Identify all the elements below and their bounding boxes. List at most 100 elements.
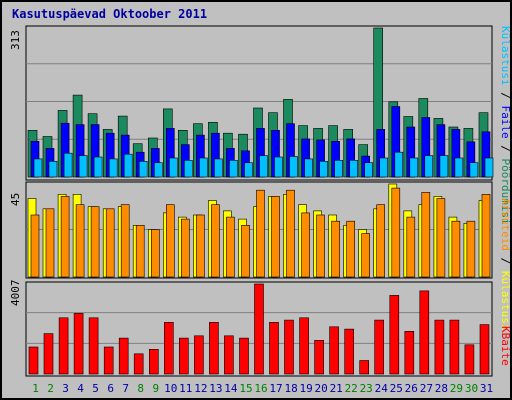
chart-title: Kasutuspäevad Oktoober 2011: [12, 7, 207, 21]
bar-kbaite-day-22: [344, 328, 355, 375]
legend-entry-külastusi: Külastusi: [499, 271, 510, 331]
bar-kbaite-day-30: [464, 344, 475, 375]
legend-entry-pöördumisi: Pöördumisi: [499, 158, 510, 224]
legend-separator: /: [499, 86, 510, 106]
day-label-7: 7: [122, 382, 129, 395]
bar-arvuteid-day-30: [466, 220, 476, 278]
legend-entry-arvuteid: Arvuteid: [499, 198, 510, 251]
bar-arvuteid-day-26: [406, 216, 416, 278]
legend-separator: /: [499, 251, 510, 271]
bar-külastusi-day-24: [379, 157, 389, 178]
bar-külastusi-day-28: [439, 155, 449, 178]
bar-külastusi-day-20: [319, 161, 328, 178]
bar-kbaite-day-4: [73, 313, 84, 375]
bar-külastusi-day-2: [48, 161, 58, 178]
day-label-28: 28: [435, 382, 448, 395]
bar-külastusi-day-15: [244, 162, 253, 178]
day-label-15: 15: [239, 382, 252, 395]
day-label-21: 21: [330, 382, 343, 395]
day-label-2: 2: [47, 382, 54, 395]
bar-külastusi-day-16: [259, 155, 268, 178]
bar-arvuteid-day-4: [75, 204, 85, 278]
bar-külastusi-day-3: [63, 152, 73, 178]
legend-entry-külastusi: Külastusi: [499, 26, 510, 86]
day-label-27: 27: [420, 382, 433, 395]
day-label-16: 16: [254, 382, 267, 395]
day-label-30: 30: [465, 382, 478, 395]
bar-kbaite-day-5: [88, 317, 99, 375]
day-label-18: 18: [284, 382, 297, 395]
day-label-24: 24: [375, 382, 389, 395]
bar-külastusi-day-17: [274, 156, 283, 178]
bar-külastusi-day-10: [169, 157, 178, 178]
bar-külastusi-day-26: [409, 157, 419, 178]
bar-kbaite-day-7: [118, 337, 129, 375]
bar-kbaite-day-16: [254, 283, 264, 375]
bar-kbaite-day-14: [224, 335, 234, 375]
day-label-22: 22: [345, 382, 358, 395]
bar-külastusi-day-27: [424, 155, 434, 178]
bar-kbaite-day-28: [434, 319, 445, 375]
bar-arvuteid-day-19: [301, 212, 310, 278]
day-label-3: 3: [62, 382, 69, 395]
bar-kbaite-day-19: [299, 317, 309, 375]
bar-külastusi-day-13: [214, 158, 223, 178]
bar-kbaite-day-31: [479, 324, 490, 375]
legend-3: KBaite: [499, 326, 510, 366]
bar-kbaite-day-1: [28, 346, 39, 375]
day-label-19: 19: [299, 382, 312, 395]
bar-kbaite-day-10: [164, 321, 174, 375]
bar-arvuteid-day-31: [481, 194, 491, 278]
bar-arvuteid-day-25: [391, 187, 401, 278]
bar-arvuteid-day-6: [105, 208, 115, 278]
bar-kbaite-day-15: [239, 337, 249, 375]
bar-külastusi-day-1: [33, 158, 43, 178]
bar-arvuteid-day-2: [45, 208, 55, 278]
day-label-12: 12: [194, 382, 207, 395]
bar-kbaite-day-12: [194, 335, 204, 375]
legend-entry-faile: Faile: [499, 105, 510, 138]
bar-arvuteid-day-1: [30, 214, 40, 278]
bar-kbaite-day-21: [329, 326, 339, 375]
day-label-25: 25: [390, 382, 403, 395]
day-label-4: 4: [77, 382, 84, 395]
bar-kbaite-day-20: [314, 339, 324, 375]
bar-külastusi-day-12: [199, 157, 208, 178]
bar-kbaite-day-2: [43, 333, 54, 375]
bar-külastusi-day-19: [304, 158, 313, 178]
bar-arvuteid-day-24: [376, 204, 386, 278]
bar-kbaite-day-9: [149, 348, 159, 375]
bar-külastusi-day-25: [394, 151, 404, 178]
legend-entry-kbaite: KBaite: [499, 326, 510, 366]
bar-külastusi-day-18: [289, 156, 298, 178]
bar-arvuteid-day-29: [451, 220, 461, 278]
bar-kbaite-day-13: [209, 321, 219, 375]
bar-kbaite-day-27: [419, 290, 430, 375]
bar-arvuteid-day-28: [436, 198, 446, 278]
day-label-26: 26: [405, 382, 418, 395]
day-label-23: 23: [360, 382, 373, 395]
bar-külastusi-day-29: [454, 157, 464, 178]
bar-arvuteid-day-22: [346, 220, 356, 278]
bar-arvuteid-day-27: [421, 192, 431, 278]
bar-kbaite-day-24: [374, 319, 385, 375]
bar-arvuteid-day-9: [151, 229, 160, 278]
bar-kbaite-day-26: [404, 330, 415, 375]
bar-kbaite-day-18: [284, 319, 294, 375]
day-label-31: 31: [480, 382, 493, 395]
bar-külastusi-day-22: [349, 160, 359, 178]
day-label-5: 5: [92, 382, 99, 395]
bar-kbaite-day-17: [269, 321, 279, 375]
ymax-label-1: 313: [9, 30, 22, 50]
bar-külastusi-day-23: [364, 162, 374, 178]
ymax-label-2: 45: [9, 193, 22, 206]
bar-külastusi-day-14: [229, 160, 238, 178]
day-label-29: 29: [450, 382, 463, 395]
bar-arvuteid-day-17: [271, 196, 280, 278]
bar-külastusi-day-5: [93, 156, 103, 178]
bar-külastusi-day-7: [123, 153, 133, 178]
plot-area-1: [25, 25, 493, 181]
bar-külastusi-day-4: [78, 155, 88, 178]
